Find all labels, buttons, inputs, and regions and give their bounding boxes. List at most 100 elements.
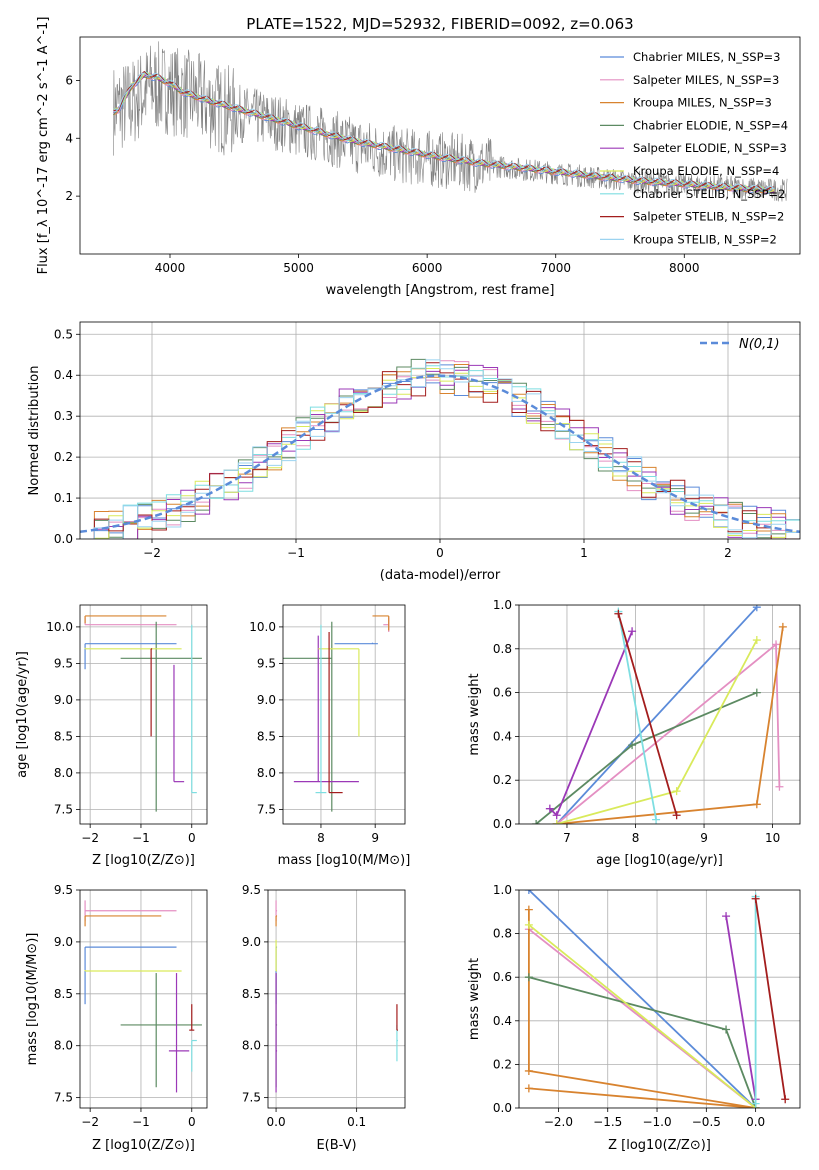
legend-label: Salpeter MILES, N_SSP=3 (633, 73, 779, 87)
legend-label: Kroupa STELIB, N_SSP=2 (633, 232, 777, 246)
y-tick-label: 0.5 (54, 327, 73, 341)
y-tick-label: 0.2 (493, 773, 512, 787)
weight-line-7 (617, 611, 657, 820)
weight-marker (672, 811, 681, 820)
plot-area (80, 890, 207, 1108)
model-line-9 (113, 72, 775, 191)
x-tick-label: 7000 (540, 261, 571, 275)
x-tick-label: 5000 (283, 261, 314, 275)
y-tick-label: 7.5 (257, 802, 276, 816)
y-tick-label: 9.5 (54, 883, 73, 897)
x-tick-label: −1.5 (593, 1115, 622, 1129)
weight-vs-age-panel: 7 8 9 10 0.0 0.2 0.4 0.6 0.8 1.0 age [log10(age/yr… (467, 598, 801, 868)
y-tick-label: 0.0 (493, 817, 512, 831)
axes-frame (79, 889, 208, 1109)
x-tick-label: −1 (132, 831, 150, 845)
x-tick-label: −1 (287, 546, 305, 560)
y-tick-label: 0.3 (54, 409, 73, 423)
y-tick-label: 9.5 (242, 883, 261, 897)
y-tick-label: 9.5 (54, 656, 73, 670)
age-vs-z-panel: −2 −1 0 7.5 8.0 8.5 9.0 9.5 10.0 Z [log10(Z/Z⊙)] a… (15, 604, 208, 868)
x-tick-label: −1.0 (642, 1115, 671, 1129)
weight-marker (524, 1066, 533, 1075)
axes-frame (282, 604, 406, 825)
legend-label: Kroupa ELODIE, N_SSP=4 (633, 164, 779, 178)
y-tick-label: 8.0 (257, 766, 276, 780)
x-tick-label: 8 (317, 831, 325, 845)
weight-line-5 (725, 916, 757, 1100)
age-vs-mass-panel: 8 9 7.5 8.0 8.5 9.0 9.5 10.0 mass [log10(M/M⊙)] (249, 604, 410, 868)
axes-frame (518, 604, 801, 825)
y-tick-label: 7.5 (242, 1091, 261, 1105)
y-tick-label: 2 (65, 189, 73, 203)
x-axis-label: age [log10(age/yr)] (596, 853, 723, 868)
x-axis-label: E(B-V) (316, 1138, 356, 1153)
plot-area (80, 322, 800, 539)
x-tick-label: 8 (632, 831, 640, 845)
weight-line-8 (754, 898, 787, 1100)
y-tick-label: 8.0 (54, 766, 73, 780)
y-tick-label: 1.0 (493, 883, 512, 897)
weight-marker (752, 636, 761, 645)
legend-label: Chabrier ELODIE, N_SSP=4 (633, 118, 788, 132)
x-tick-label: 9 (371, 831, 379, 845)
figure-title: PLATE=1522, MJD=52932, FIBERID=0092, z=0… (246, 15, 633, 33)
y-tick-label: 7.5 (54, 1091, 73, 1105)
y-tick-label: 0.4 (493, 1014, 512, 1028)
weight-marker (672, 787, 681, 796)
weight-marker (552, 820, 561, 824)
x-tick-label: 10 (765, 831, 780, 845)
x-tick-label: 1 (580, 546, 588, 560)
y-tick-label: 9.0 (54, 935, 73, 949)
y-tick-label: 0.4 (54, 368, 73, 382)
y-tick-label: 1.0 (493, 598, 512, 612)
y-tick-label: 9.0 (54, 693, 73, 707)
weight-marker (524, 973, 533, 982)
weight-line-4 (528, 976, 757, 1108)
y-tick-label: 0.0 (493, 1101, 512, 1115)
y-tick-label: 8.5 (257, 729, 276, 743)
x-tick-label: 4000 (155, 261, 186, 275)
weight-marker (545, 804, 554, 813)
normal-curve (80, 374, 800, 534)
residuals-panel: −2 −1 0 1 2 0.0 0.1 0.2 0.3 0.4 0.5 N(0,1) (data-mod… (27, 321, 801, 583)
x-tick-label: 0 (436, 546, 444, 560)
spectrum-panel: 4000 5000 6000 7000 8000 2 4 6 wavelength [Angst… (36, 17, 801, 298)
mass-vs-z-panel: −2 −1 0 7.5 8.0 8.5 9.0 9.5 Z [log10(Z/Z⊙)] mass … (25, 883, 208, 1153)
weight-marker (628, 627, 637, 636)
x-tick-label: −2.0 (544, 1115, 573, 1129)
x-axis-label: (data-model)/error (380, 568, 501, 583)
x-tick-label: 0.0 (267, 1115, 286, 1129)
axes-frame (79, 36, 801, 255)
weight-marker (772, 640, 781, 649)
x-tick-label: 8000 (669, 261, 700, 275)
y-tick-label: 0.8 (493, 927, 512, 941)
weight-marker (722, 912, 731, 921)
axes-frame (518, 889, 801, 1109)
legend-label: Kroupa MILES, N_SSP=3 (633, 96, 772, 110)
x-tick-label: 0 (188, 831, 196, 845)
plot-area (80, 605, 207, 824)
x-tick-label: 6000 (412, 261, 443, 275)
legend-label: N(0,1) (739, 337, 780, 352)
y-tick-label: 9.5 (257, 656, 276, 670)
x-axis-label: Z [log10(Z/Z⊙)] (608, 1138, 711, 1153)
plot-area (519, 605, 800, 824)
weight-marker (524, 905, 533, 914)
residual-histogram-9 (80, 359, 800, 539)
y-tick-label: 0.0 (54, 532, 73, 546)
x-tick-label: 0.0 (746, 1115, 765, 1129)
x-axis-label: wavelength [Angstrom, rest frame] (326, 283, 555, 298)
weight-marker (614, 609, 623, 618)
y-tick-label: 10.0 (249, 620, 276, 634)
weight-marker (752, 605, 761, 612)
weight-line-8 (617, 613, 678, 816)
plot-area (268, 890, 405, 1108)
y-tick-label: 8.5 (242, 987, 261, 1001)
y-tick-label: 0.6 (493, 686, 512, 700)
x-tick-label: −2 (143, 546, 161, 560)
model-line-8 (113, 70, 775, 192)
weight-line-6 (528, 924, 757, 1108)
y-tick-label: 8.5 (54, 729, 73, 743)
